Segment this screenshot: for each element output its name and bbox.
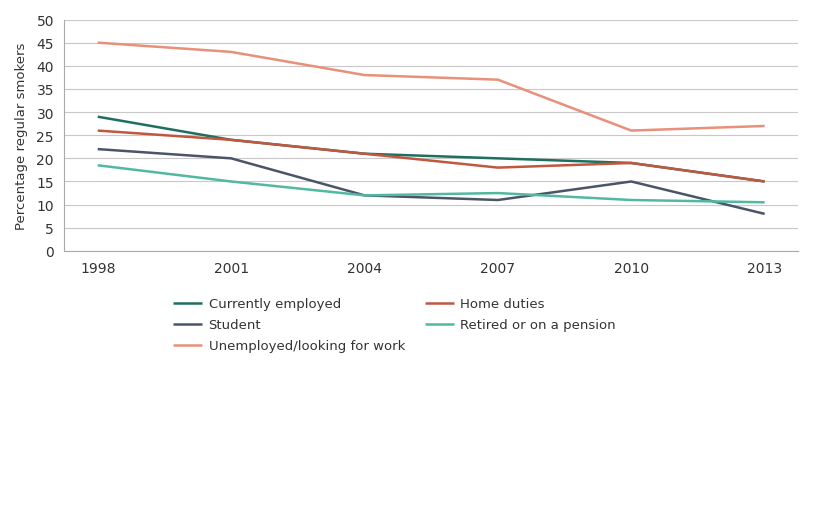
Student — [226, 156, 236, 162]
Unemployed/looking for work — [226, 50, 236, 56]
Home duties — [359, 151, 369, 157]
Line: Unemployed/looking for work: Unemployed/looking for work — [98, 44, 765, 131]
Unemployed/looking for work — [359, 73, 369, 79]
Currently employed — [493, 156, 502, 162]
Legend: Currently employed, Student, Unemployed/looking for work, Home duties, Retired o: Currently employed, Student, Unemployed/… — [167, 293, 621, 358]
Line: Currently employed: Currently employed — [98, 118, 765, 182]
Retired or on a pension — [226, 179, 236, 185]
Unemployed/looking for work — [93, 41, 102, 47]
Unemployed/looking for work — [626, 128, 636, 134]
Home duties — [226, 137, 236, 144]
Currently employed — [93, 115, 102, 121]
Student — [93, 147, 102, 153]
Line: Student: Student — [98, 150, 765, 214]
Retired or on a pension — [760, 200, 770, 206]
Unemployed/looking for work — [760, 124, 770, 130]
Line: Retired or on a pension: Retired or on a pension — [98, 166, 765, 203]
Retired or on a pension — [493, 191, 502, 197]
Unemployed/looking for work — [493, 77, 502, 83]
Retired or on a pension — [93, 163, 102, 169]
Y-axis label: Percentage regular smokers: Percentage regular smokers — [15, 42, 28, 230]
Student — [760, 211, 770, 217]
Retired or on a pension — [626, 197, 636, 204]
Student — [626, 179, 636, 185]
Home duties — [760, 179, 770, 185]
Retired or on a pension — [359, 193, 369, 199]
Student — [493, 197, 502, 204]
Line: Home duties: Home duties — [98, 131, 765, 182]
Currently employed — [359, 151, 369, 157]
Student — [359, 193, 369, 199]
Home duties — [493, 165, 502, 172]
Currently employed — [226, 137, 236, 144]
Currently employed — [626, 161, 636, 167]
Home duties — [93, 128, 102, 134]
Currently employed — [760, 179, 770, 185]
Home duties — [626, 161, 636, 167]
